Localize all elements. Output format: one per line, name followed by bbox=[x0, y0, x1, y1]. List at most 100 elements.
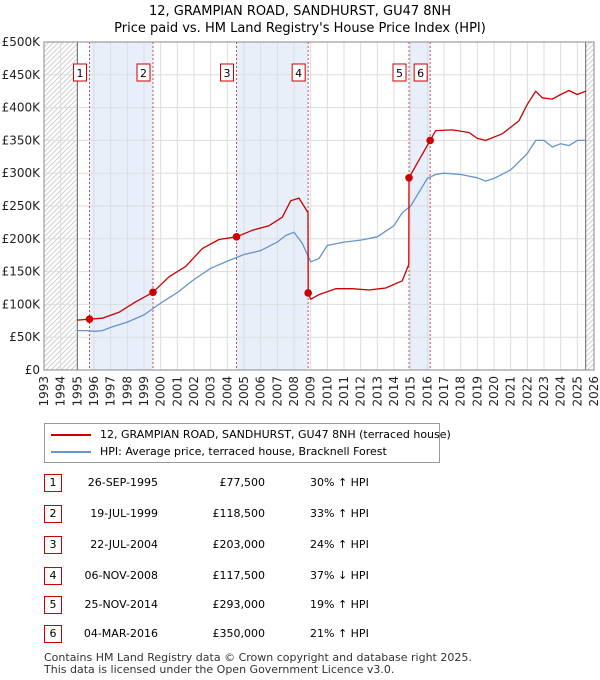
y-tick-label: £400K bbox=[2, 101, 42, 115]
hatch-line bbox=[44, 302, 78, 338]
x-tick-label: 1994 bbox=[54, 376, 68, 407]
x-tick-label: 2013 bbox=[370, 376, 384, 407]
x-tick-label: 2018 bbox=[454, 376, 468, 407]
x-tick-label: 2011 bbox=[337, 376, 351, 407]
transaction-hpi-diff: 24% ↑ HPI bbox=[310, 538, 369, 551]
transaction-row: 5 25-NOV-2014 £293,000 19% ↑ HPI bbox=[0, 596, 600, 616]
y-tick-label: £100K bbox=[2, 297, 42, 311]
transaction-price: £117,500 bbox=[212, 569, 266, 582]
hatch-line bbox=[44, 282, 78, 318]
x-tick-label: 2003 bbox=[204, 376, 218, 407]
footer-license: This data is licensed under the Open Gov… bbox=[44, 663, 395, 676]
sale-label-box bbox=[220, 63, 234, 82]
x-tick-label: 2019 bbox=[470, 376, 484, 407]
sale-label-badge: 1 bbox=[73, 63, 87, 82]
legend-swatch-price bbox=[51, 434, 91, 436]
sale-label-number: 5 bbox=[396, 67, 403, 80]
sale-point bbox=[304, 289, 312, 297]
x-tick-label: 2007 bbox=[270, 376, 284, 407]
x-tick-label: 2023 bbox=[537, 376, 551, 407]
hatch-line bbox=[585, 312, 595, 323]
footer-copyright: Contains HM Land Registry data © Crown c… bbox=[44, 651, 472, 664]
x-tick-label: 2000 bbox=[154, 376, 168, 407]
transaction-date: 22-JUL-2004 bbox=[90, 538, 158, 551]
hatch-line bbox=[44, 92, 78, 128]
x-tick-label: 2025 bbox=[570, 376, 584, 407]
legend-item-hpi: HPI: Average price, terraced house, Brac… bbox=[45, 444, 437, 460]
sale-label-box bbox=[413, 63, 428, 82]
sale-label-badge: 6 bbox=[413, 63, 428, 82]
sale-point bbox=[149, 288, 157, 297]
sale-label-badge: 4 bbox=[291, 63, 306, 82]
x-tick-label: 2016 bbox=[420, 376, 434, 407]
footer-attribution: Contains HM Land Registry data © Crown c… bbox=[44, 652, 472, 676]
transaction-price: £293,000 bbox=[212, 598, 266, 611]
transaction-hpi-diff: 30% ↑ HPI bbox=[310, 476, 369, 489]
transaction-price: £118,500 bbox=[212, 507, 266, 520]
sale-label-box bbox=[392, 63, 407, 82]
hatch-line bbox=[44, 67, 78, 103]
y-tick-label: £50K bbox=[9, 330, 41, 344]
transaction-hpi-diff: 19% ↑ HPI bbox=[310, 598, 369, 611]
y-tick-label: £250K bbox=[2, 199, 42, 213]
y-tick-label: £500K bbox=[2, 35, 42, 49]
y-tick-label: £350K bbox=[2, 133, 42, 147]
hatch-line bbox=[44, 287, 78, 323]
x-tick-label: 2017 bbox=[437, 376, 451, 407]
transaction-date: 04-MAR-2016 bbox=[83, 627, 158, 640]
legend-item-price: 12, GRAMPIAN ROAD, SANDHURST, GU47 8NH (… bbox=[45, 427, 451, 443]
sale-point bbox=[85, 315, 94, 323]
x-tick-label: 2012 bbox=[354, 376, 368, 407]
y-tick-label: £0 bbox=[25, 363, 40, 377]
sale-label-box bbox=[291, 63, 306, 82]
x-tick-label: 2020 bbox=[487, 376, 501, 407]
transaction-date: 25-NOV-2014 bbox=[84, 598, 158, 611]
x-tick-label: 2015 bbox=[404, 376, 418, 407]
sale-point bbox=[405, 173, 413, 182]
price-chart: £0 £50K £100K £150K £200K £250K £300K £350K £400… bbox=[2, 35, 600, 407]
sale-point bbox=[232, 233, 241, 241]
sale-label-number: 3 bbox=[224, 67, 231, 80]
hatch-line bbox=[44, 312, 78, 348]
x-tick-label: 1998 bbox=[120, 376, 134, 407]
sale-label-badge: 3 bbox=[220, 63, 234, 82]
legend-label-price: 12, GRAMPIAN ROAD, SANDHURST, GU47 8NH (… bbox=[100, 428, 451, 441]
transaction-hpi-diff: 21% ↑ HPI bbox=[310, 627, 369, 640]
x-tick-label: 1996 bbox=[87, 376, 101, 407]
chart-legend: 12, GRAMPIAN ROAD, SANDHURST, GU47 8NH (… bbox=[44, 423, 451, 463]
x-tick-label: 2008 bbox=[287, 376, 301, 407]
transaction-hpi-diff: 37% ↓ HPI bbox=[310, 569, 369, 582]
hatch-line bbox=[44, 87, 78, 123]
x-tick-label: 1993 bbox=[37, 376, 51, 407]
transaction-price: £77,500 bbox=[219, 476, 266, 489]
chart-title-address: 12, GRAMPIAN ROAD, SANDHURST, GU47 8NH bbox=[148, 4, 452, 19]
y-tick-label: £300K bbox=[2, 166, 42, 180]
legend-label-hpi: HPI: Average price, terraced house, Brac… bbox=[100, 445, 387, 458]
sale-label-badge: 5 bbox=[392, 63, 407, 82]
x-tick-label: 2014 bbox=[387, 376, 401, 407]
x-tick-label: 2010 bbox=[320, 376, 334, 407]
sale-label-box bbox=[136, 63, 151, 82]
x-tick-label: 1999 bbox=[137, 376, 151, 407]
transaction-row: 1 26-SEP-1995 £77,500 30% ↑ HPI bbox=[0, 474, 600, 494]
chart-title-subtitle: Price paid vs. HM Land Registry's House … bbox=[114, 21, 486, 36]
sale-label-number: 2 bbox=[140, 67, 147, 80]
transaction-number-badge: 2 bbox=[44, 505, 62, 523]
hatch-line bbox=[44, 77, 78, 113]
transaction-date: 19-JUL-1999 bbox=[90, 507, 158, 520]
transaction-row: 4 06-NOV-2008 £117,500 37% ↓ HPI bbox=[0, 567, 600, 587]
price-paid-line bbox=[77, 89, 586, 321]
transaction-number-badge: 6 bbox=[44, 625, 62, 643]
transaction-number-badge: 3 bbox=[44, 536, 62, 554]
y-tick-label: £200K bbox=[2, 232, 42, 246]
transaction-number-badge: 1 bbox=[44, 474, 62, 492]
sale-label-number: 1 bbox=[77, 67, 84, 80]
x-tick-label: 1997 bbox=[104, 376, 118, 407]
y-tick-label: £450K bbox=[2, 68, 42, 82]
y-tick-label: £150K bbox=[2, 265, 42, 279]
sale-label-badge: 2 bbox=[136, 63, 151, 82]
transaction-date: 06-NOV-2008 bbox=[84, 569, 158, 582]
hatch-line bbox=[44, 292, 78, 328]
sale-label-number: 4 bbox=[295, 67, 302, 80]
x-tick-label: 2006 bbox=[254, 376, 268, 407]
